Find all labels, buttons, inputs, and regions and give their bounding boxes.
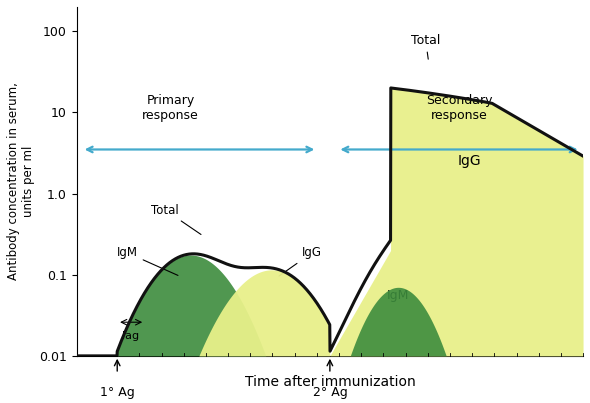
Text: 1° Ag: 1° Ag <box>100 386 135 399</box>
Text: lag: lag <box>122 331 139 341</box>
Y-axis label: Antibody concentration in serum,
units per ml: Antibody concentration in serum, units p… <box>7 83 35 280</box>
Text: Total: Total <box>152 204 201 235</box>
Text: Primary
response: Primary response <box>142 94 199 122</box>
Text: IgM: IgM <box>387 289 409 302</box>
X-axis label: Time after immunization: Time after immunization <box>244 375 415 389</box>
Text: IgG: IgG <box>279 246 322 276</box>
Text: 2° Ag: 2° Ag <box>313 386 348 399</box>
Text: IgG: IgG <box>457 154 481 168</box>
Text: Total: Total <box>411 33 440 59</box>
Text: Secondary
response: Secondary response <box>426 94 492 122</box>
Text: IgM: IgM <box>117 246 178 275</box>
